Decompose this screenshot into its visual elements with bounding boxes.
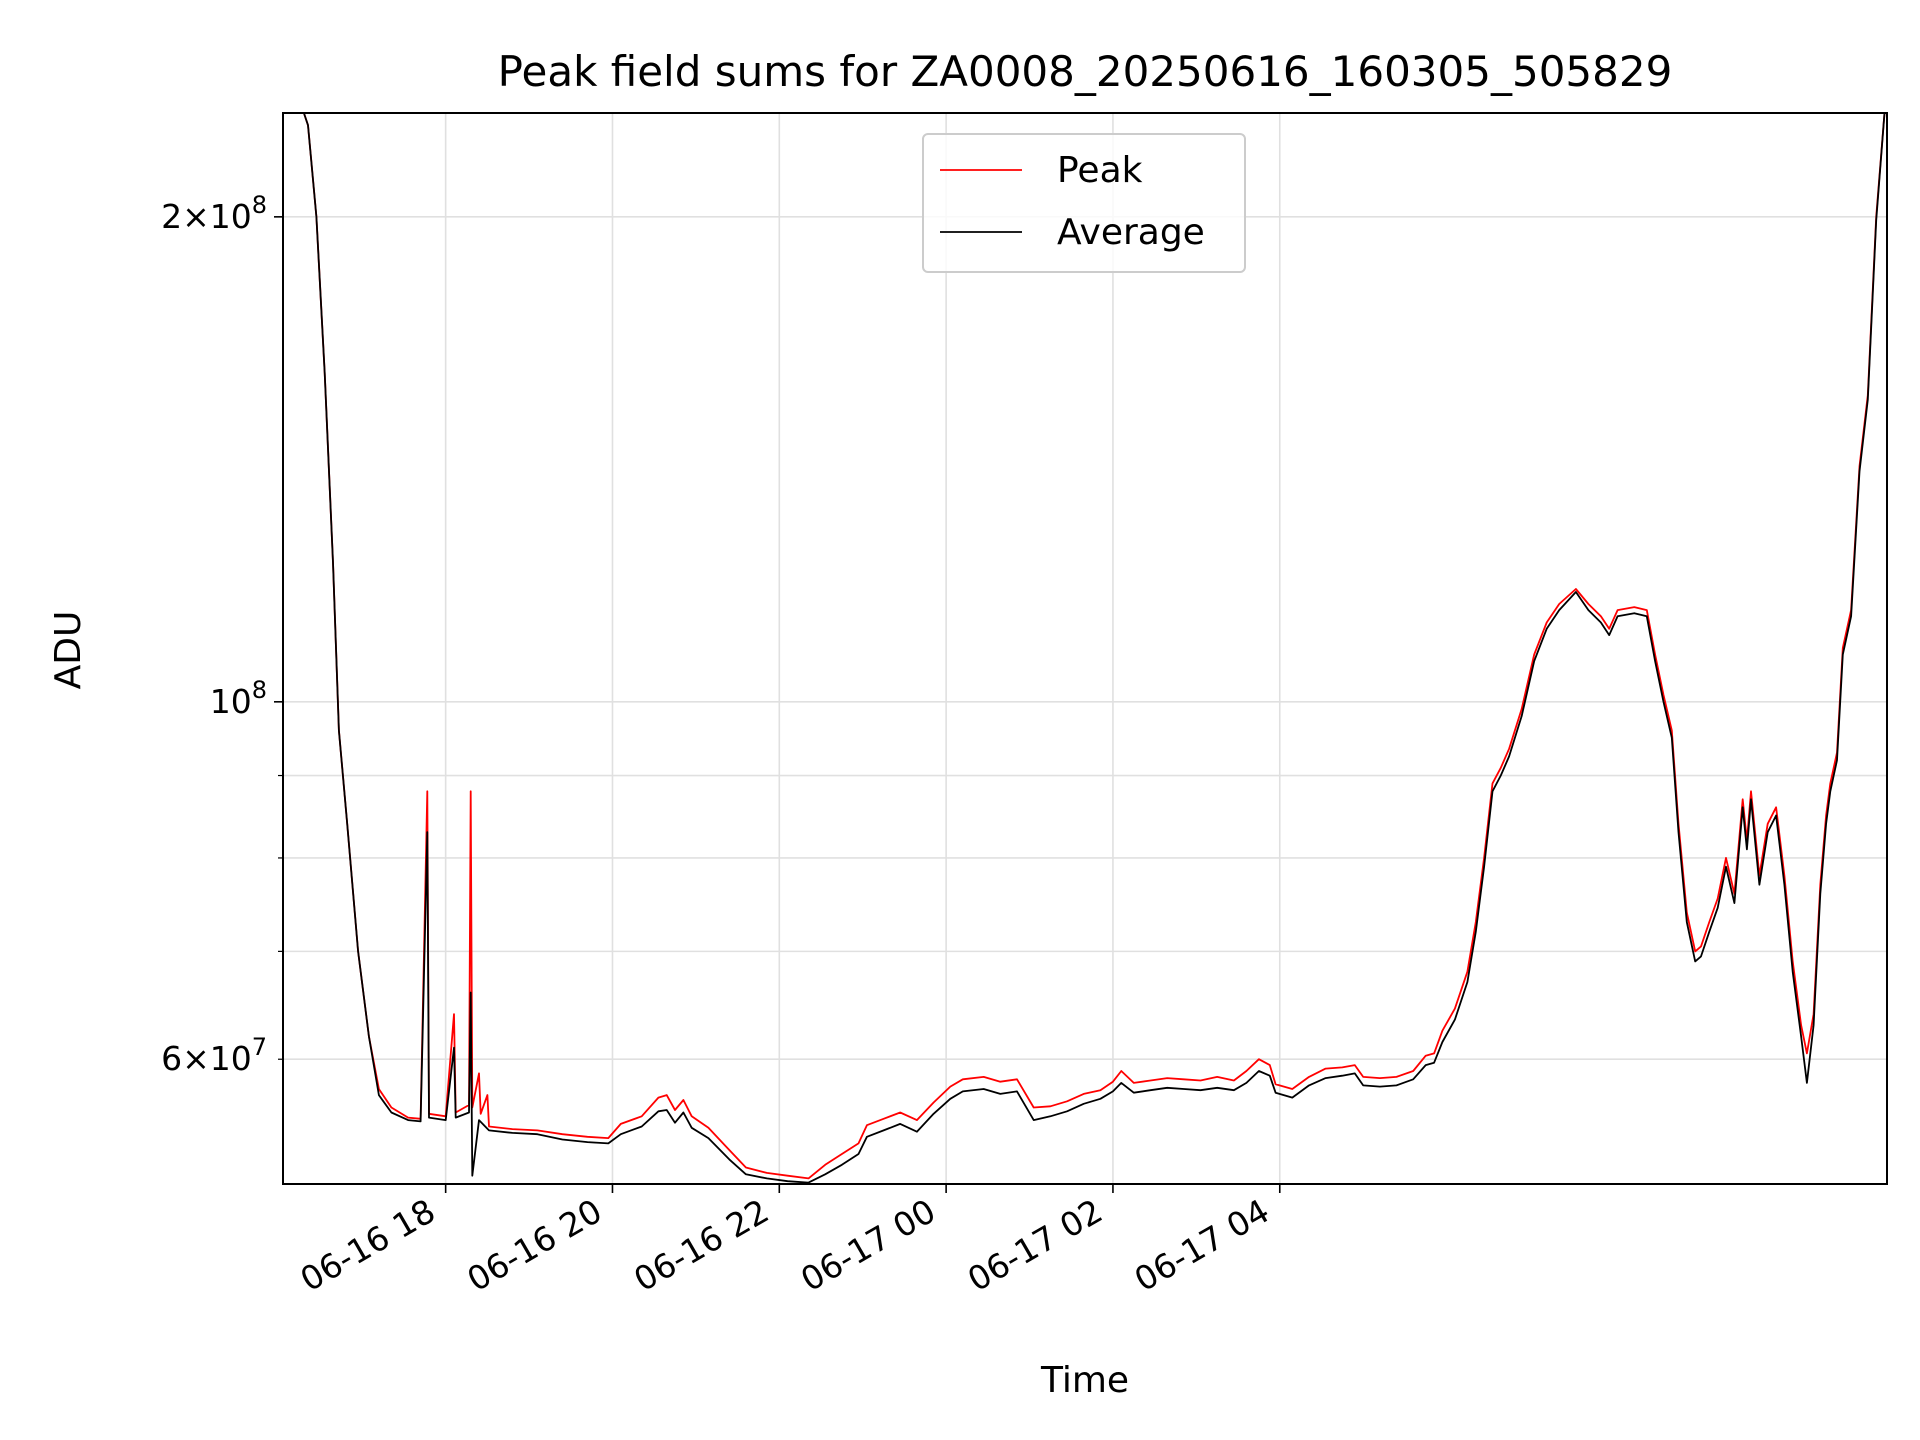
y-tick-label: 2×108 xyxy=(161,191,267,236)
y-tick-label: 108 xyxy=(210,676,267,721)
legend: Peak Average xyxy=(922,133,1246,273)
y-axis: 2×108 108 6×107 xyxy=(161,191,283,1078)
series-line-peak xyxy=(283,112,1887,1180)
y-tick-label: 6×107 xyxy=(161,1033,267,1078)
series-line-average xyxy=(283,112,1887,1184)
legend-label-average: Average xyxy=(1057,212,1205,253)
x-axis-title: Time xyxy=(1040,1360,1129,1401)
y-axis-title: ADU xyxy=(48,611,89,690)
legend-label-peak: Peak xyxy=(1057,150,1143,191)
chart-title: Peak field sums for ZA0008_20250616_1603… xyxy=(498,47,1673,96)
grid-lines xyxy=(283,113,1887,1184)
series-layer xyxy=(283,112,1887,1184)
plot-area-frame xyxy=(282,112,1888,1185)
legend-box xyxy=(922,133,1246,273)
